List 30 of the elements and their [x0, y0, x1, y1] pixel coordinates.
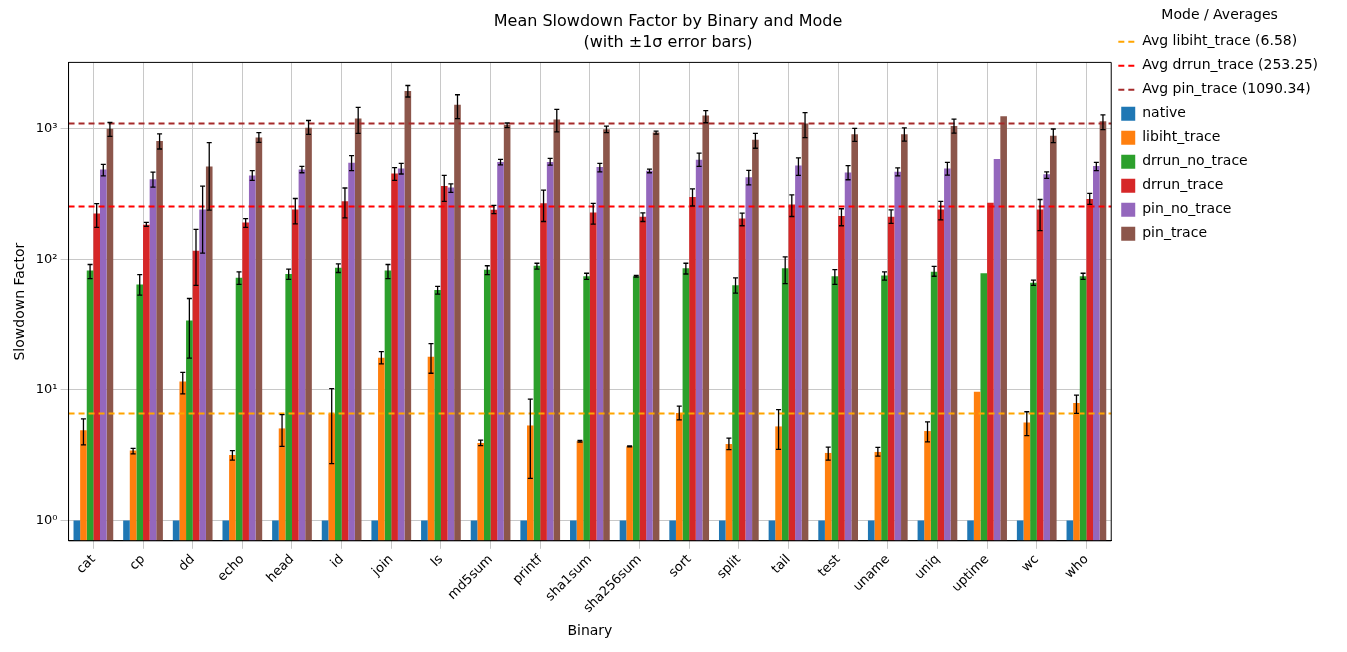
chart-subtitle: (with ±1σ error bars)	[583, 31, 753, 51]
x-tick-label: join	[367, 551, 396, 580]
x-tick-label: uniq	[911, 551, 942, 582]
x-tick-label: cp	[126, 551, 148, 573]
legend-label: pin_trace	[1142, 224, 1208, 241]
legend-label: drrun_trace	[1142, 176, 1224, 193]
x-tick-label: id	[327, 551, 347, 571]
x-tick-label: sort	[665, 551, 694, 580]
x-tick-label: test	[814, 551, 843, 580]
legend-label: libiht_trace	[1142, 128, 1221, 145]
legend-label: Avg pin_trace (1090.34)	[1142, 80, 1311, 97]
x-tick-label: who	[1061, 551, 1091, 581]
x-tick-label: wc	[1018, 551, 1042, 575]
y-tick-label: 10³	[35, 119, 58, 135]
y-axis-title: Slowdown Factor	[11, 242, 28, 361]
x-axis-title: Binary	[567, 622, 613, 639]
legend-label: native	[1142, 104, 1186, 121]
x-tick-label: tail	[768, 551, 793, 577]
chart-title: Mean Slowdown Factor by Binary and Mode	[493, 10, 843, 30]
x-tick-label: ls	[427, 551, 446, 570]
legend-label: pin_no_trace	[1142, 200, 1232, 217]
legend-title: Mode / Averages	[1161, 5, 1278, 22]
legend-label: Avg libiht_trace (6.58)	[1142, 32, 1298, 49]
y-tick-label: 10¹	[35, 381, 58, 397]
y-tick-label: 10⁰	[35, 511, 58, 527]
legend-label: drrun_no_trace	[1142, 152, 1248, 169]
x-tick-label: dd	[174, 551, 198, 574]
x-tick-label: cat	[72, 551, 98, 577]
y-tick-label: 10²	[35, 250, 58, 266]
legend-label: Avg drrun_trace (253.25)	[1142, 56, 1319, 73]
